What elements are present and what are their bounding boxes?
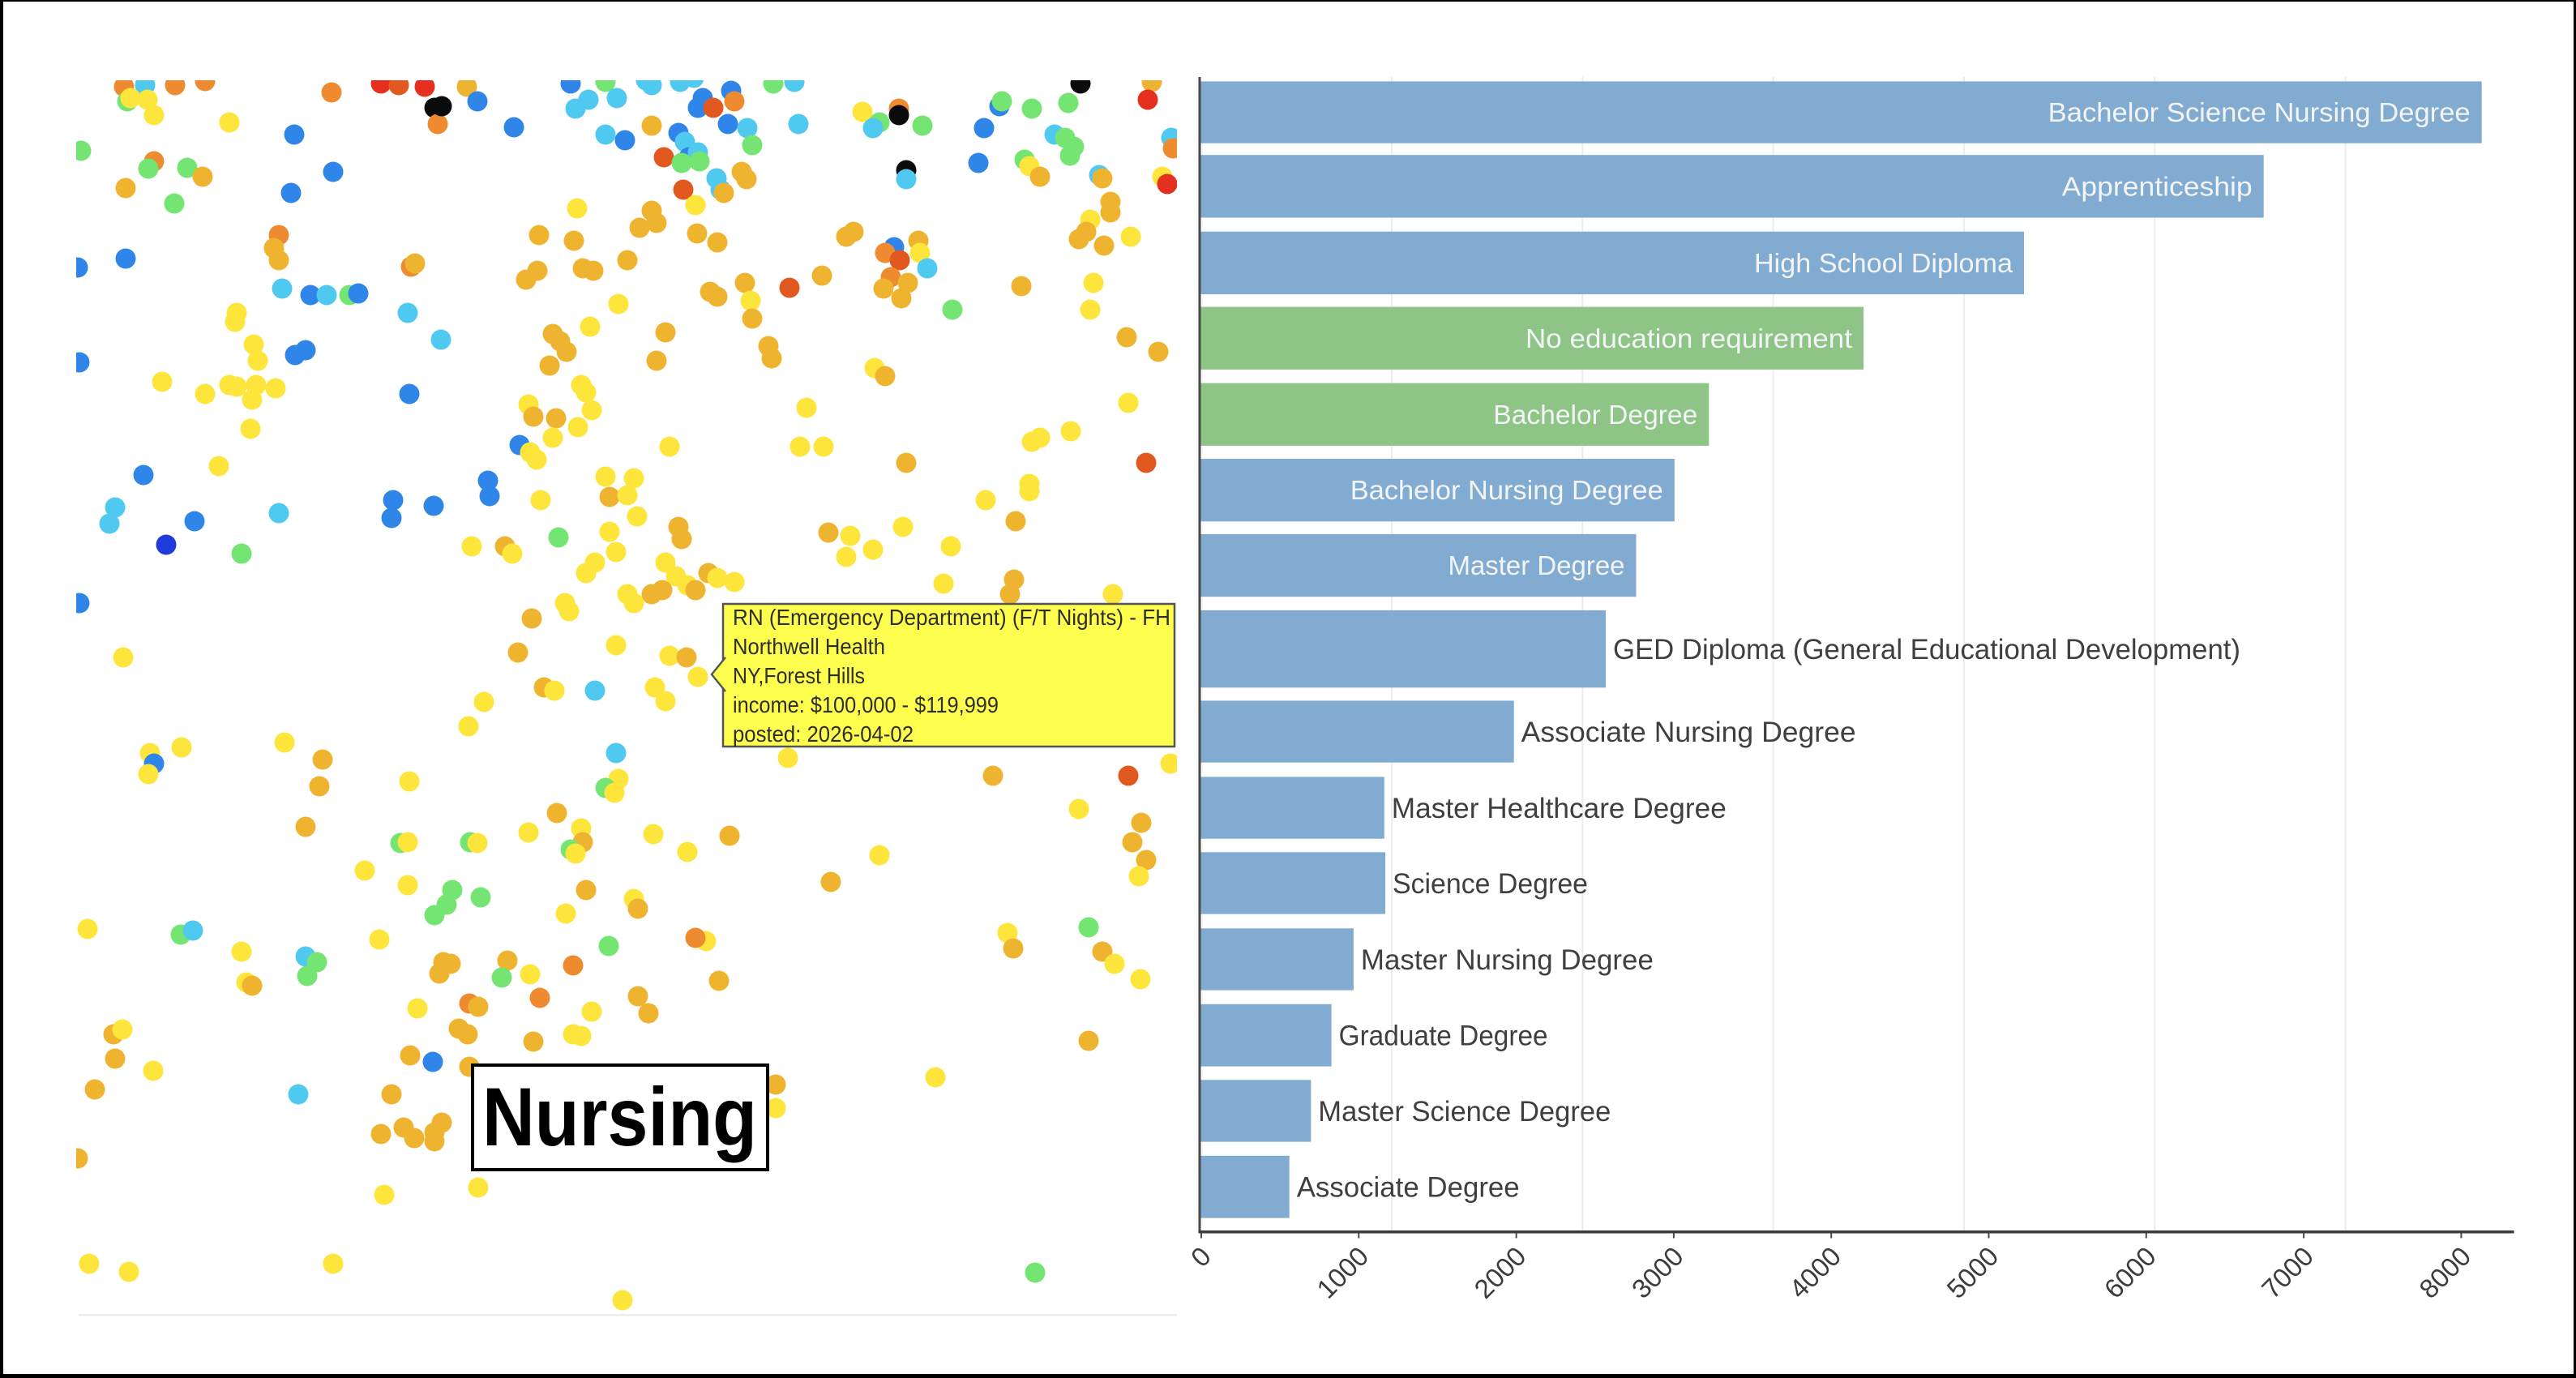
svg-text:Master Healthcare Degree: Master Healthcare Degree	[1392, 793, 1727, 824]
svg-text:Graduate Degree: Graduate Degree	[1339, 1021, 1548, 1052]
svg-text:No education requirement: No education requirement	[1525, 323, 1852, 353]
svg-text:Master Nursing Degree: Master Nursing Degree	[1361, 944, 1654, 976]
svg-text:Apprenticeship: Apprenticeship	[2062, 171, 2253, 201]
svg-text:posted: 2026-04-02: posted: 2026-04-02	[733, 721, 914, 747]
svg-text:Nursing: Nursing	[482, 1071, 757, 1163]
svg-text:GED Diploma (General Education: GED Diploma (General Educational Develop…	[1613, 634, 2240, 665]
svg-text:Science Degree: Science Degree	[1393, 868, 1588, 900]
svg-text:Northwell Health: Northwell Health	[733, 634, 885, 659]
svg-text:RN (Emergency Department) (F/T: RN (Emergency Department) (F/T Nights) -…	[733, 605, 1170, 630]
svg-text:Bachelor Nursing Degree: Bachelor Nursing Degree	[1350, 475, 1663, 505]
svg-text:High School Diploma: High School Diploma	[1754, 248, 2013, 278]
svg-text:Master Degree: Master Degree	[1448, 550, 1625, 580]
svg-text:Associate Nursing Degree: Associate Nursing Degree	[1521, 717, 1856, 748]
svg-text:Bachelor Degree: Bachelor Degree	[1493, 400, 1697, 430]
svg-text:Associate Degree: Associate Degree	[1297, 1172, 1520, 1204]
svg-text:NY,Forest Hills: NY,Forest Hills	[733, 663, 865, 688]
svg-text:income: $100,000 - $119,999: income: $100,000 - $119,999	[733, 692, 999, 717]
svg-text:Bachelor Science Nursing Degre: Bachelor Science Nursing Degree	[2048, 97, 2471, 127]
svg-text:Master Science Degree: Master Science Degree	[1318, 1096, 1611, 1128]
